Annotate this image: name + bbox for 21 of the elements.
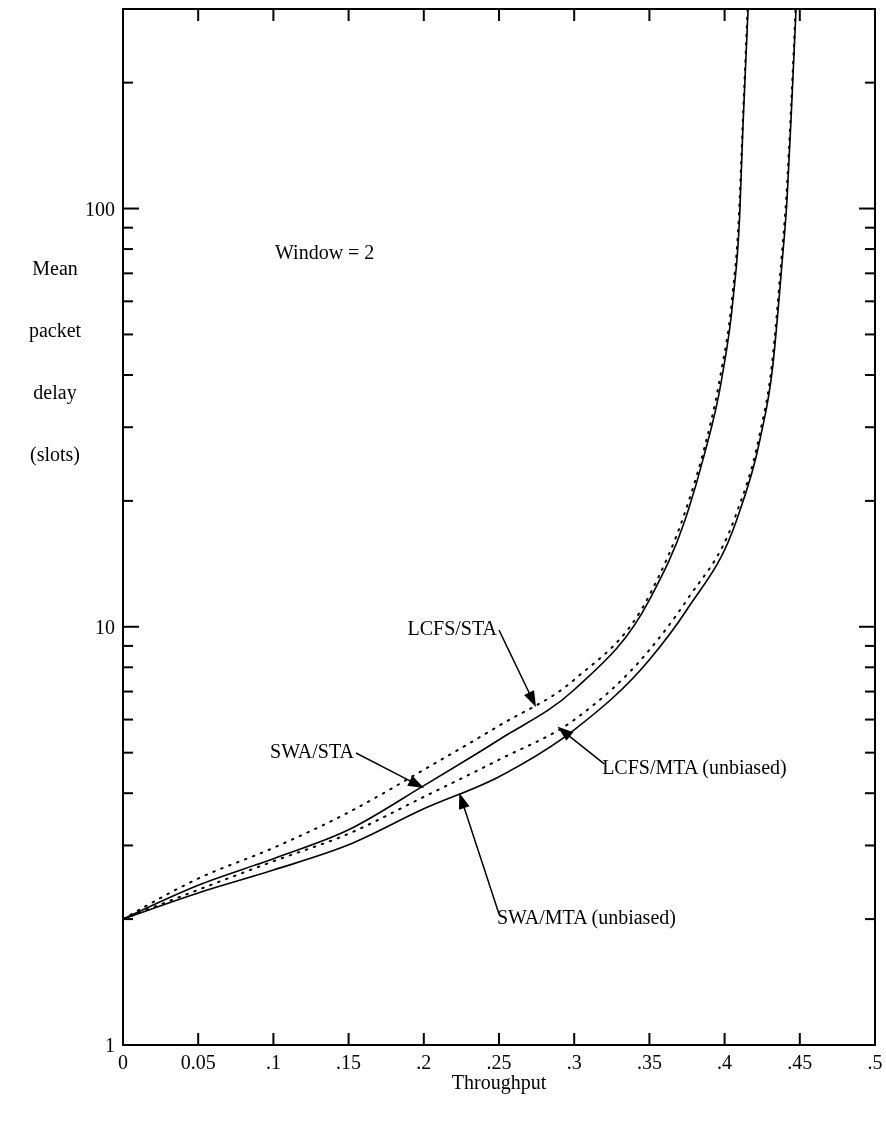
y-tick-label: 100 (85, 197, 115, 220)
x-tick-label: .2 (416, 1051, 432, 1073)
x-tick-label: .4 (717, 1051, 733, 1073)
annotation: LCFS/STA (407, 617, 498, 639)
annotation: SWA/MTA (unbiased) (497, 906, 676, 929)
annotation: SWA/STA (270, 740, 355, 762)
x-axis-title: Throughput (451, 1071, 547, 1094)
x-tick-label: 0.05 (180, 1051, 216, 1073)
x-tick-label: .1 (265, 1051, 281, 1073)
x-tick-label: .3 (566, 1051, 582, 1073)
text: Mean packet delay (slots) (28, 257, 82, 465)
x-tick-label: .15 (336, 1051, 362, 1073)
x-tick-label: .5 (867, 1051, 883, 1073)
annotation: Window = 2 (275, 241, 375, 263)
y-tick-label: 1 (105, 1034, 115, 1056)
x-tick-label: .25 (486, 1051, 512, 1073)
x-tick-label: .35 (636, 1051, 662, 1073)
annotation: LCFS/MTA (unbiased) (602, 755, 787, 779)
x-tick-label: 0 (118, 1051, 128, 1073)
y-tick-label: 10 (95, 615, 115, 638)
x-tick-label: .45 (787, 1051, 813, 1073)
